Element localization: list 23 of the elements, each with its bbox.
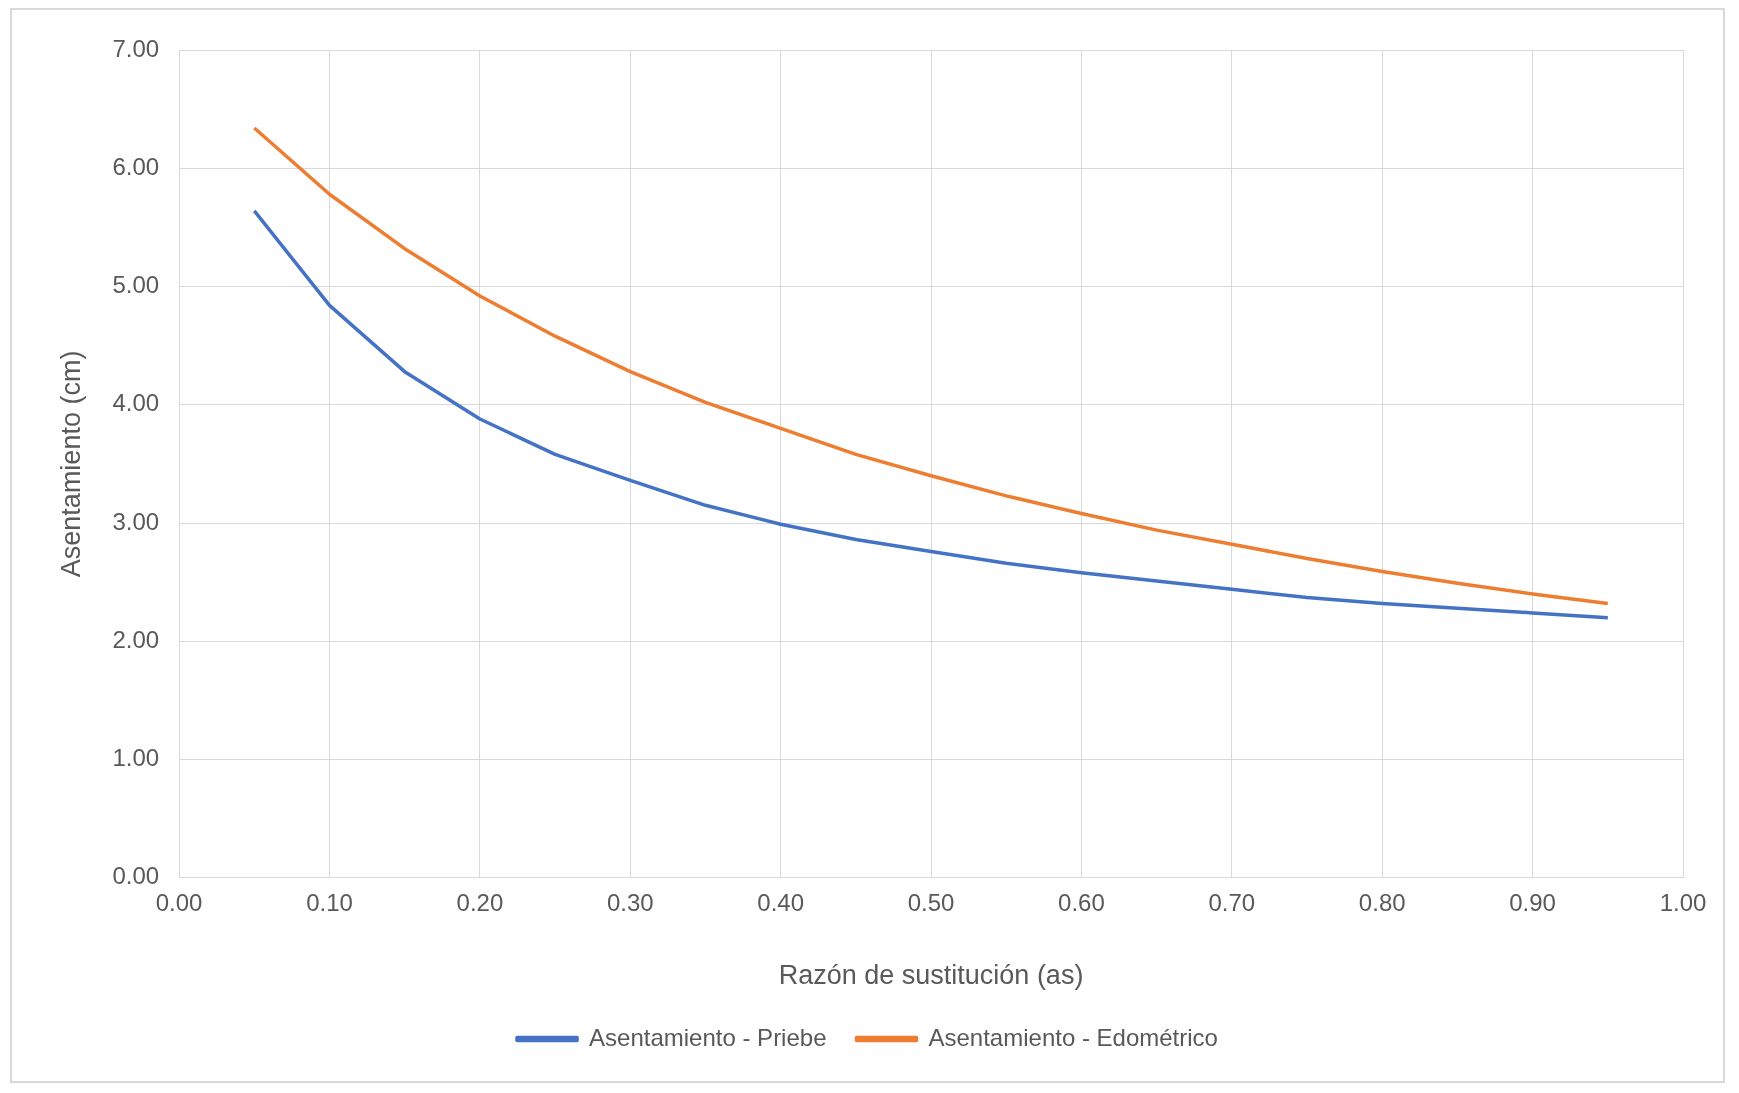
y-tick-label: 3.00 (112, 507, 160, 535)
x-tick-label: 0.60 (1058, 888, 1105, 916)
x-axis-title: Razón de sustitución (as) (778, 960, 1084, 991)
y-tick-label: 0.00 (112, 862, 160, 890)
y-tick-label: 6.00 (112, 152, 160, 180)
legend-label: Asentamiento - Priebe (589, 1023, 827, 1051)
y-tick-label: 1.00 (112, 744, 160, 772)
x-tick-label: 0.90 (1509, 888, 1556, 916)
x-tick-label: 0.50 (907, 888, 955, 916)
x-tick-label: 0.00 (155, 888, 203, 916)
x-tick-label: 0.80 (1358, 888, 1406, 916)
y-tick-label: 5.00 (112, 271, 160, 299)
y-tick-label: 7.00 (112, 34, 160, 62)
y-tick-label: 2.00 (112, 625, 160, 653)
x-tick-label: 0.20 (456, 888, 504, 916)
y-tick-label: 4.00 (112, 389, 160, 417)
legend-label: Asentamiento - Edométrico (928, 1023, 1218, 1051)
x-tick-label: 0.10 (306, 888, 353, 916)
y-axis-title: Asentamiento (cm) (55, 350, 86, 578)
x-tick-label: 1.00 (1659, 888, 1707, 916)
x-tick-label: 0.70 (1208, 888, 1256, 916)
x-tick-label: 0.40 (757, 888, 805, 916)
x-tick-label: 0.30 (606, 888, 654, 916)
